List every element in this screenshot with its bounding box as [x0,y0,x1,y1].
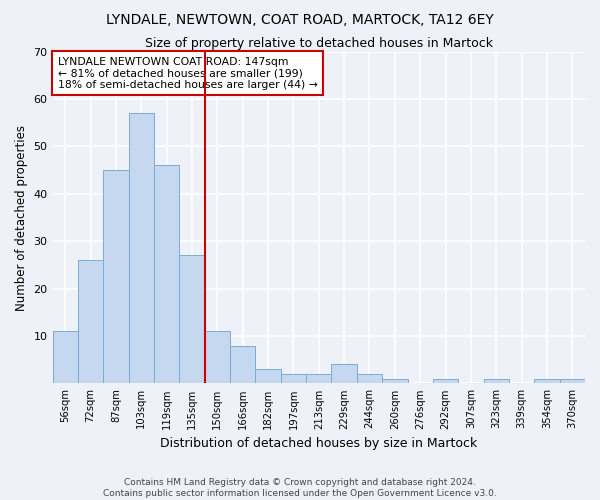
Bar [128,114,154,384]
Bar [433,378,458,384]
Bar [306,374,331,384]
Bar [484,378,509,384]
Bar [154,166,179,384]
Bar [205,332,230,384]
Bar [534,378,560,384]
Bar [78,260,103,384]
Bar [357,374,382,384]
Text: Contains HM Land Registry data © Crown copyright and database right 2024.
Contai: Contains HM Land Registry data © Crown c… [103,478,497,498]
Bar [331,364,357,384]
Bar [103,170,128,384]
Bar [560,378,585,384]
X-axis label: Distribution of detached houses by size in Martock: Distribution of detached houses by size … [160,437,478,450]
Bar [179,256,205,384]
Y-axis label: Number of detached properties: Number of detached properties [15,124,28,310]
Text: LYNDALE, NEWTOWN, COAT ROAD, MARTOCK, TA12 6EY: LYNDALE, NEWTOWN, COAT ROAD, MARTOCK, TA… [106,12,494,26]
Bar [382,378,407,384]
Bar [256,369,281,384]
Bar [281,374,306,384]
Bar [53,332,78,384]
Bar [230,346,256,384]
Text: LYNDALE NEWTOWN COAT ROAD: 147sqm
← 81% of detached houses are smaller (199)
18%: LYNDALE NEWTOWN COAT ROAD: 147sqm ← 81% … [58,56,318,90]
Title: Size of property relative to detached houses in Martock: Size of property relative to detached ho… [145,38,493,51]
